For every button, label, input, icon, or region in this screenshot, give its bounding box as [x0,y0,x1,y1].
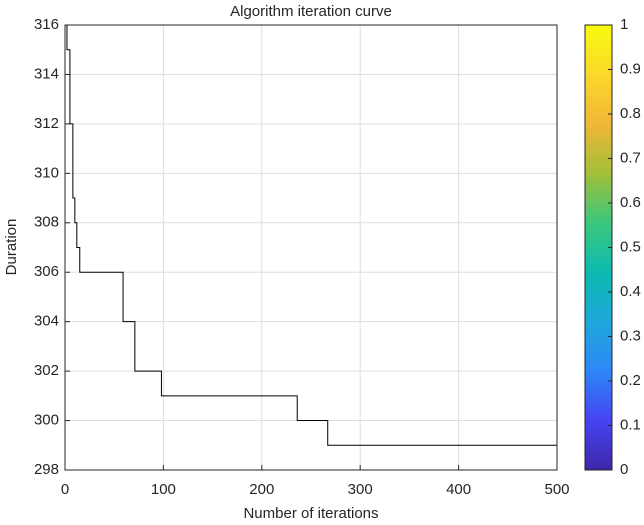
colorbar-tick-label: 0.8 [620,105,641,122]
y-tick-label: 298 [34,461,59,478]
colorbar-tick-label: 0.7 [620,149,641,166]
y-tick-label: 312 [34,115,59,132]
x-tick-label: 200 [249,481,274,498]
colorbar [584,24,613,471]
x-tick-label: 300 [348,481,373,498]
colorbar-tick-label: 0.9 [620,60,641,77]
colorbar-tick-label: 1 [620,16,628,33]
colorbar-tick-label: 0.4 [620,283,641,300]
x-tick-label: 500 [544,481,569,498]
x-tick-label: 400 [446,481,471,498]
x-tick-label: 0 [61,481,69,498]
axes-box [64,24,558,471]
colorbar-tick-label: 0.2 [620,372,641,389]
colorbar-tick-label: 0.3 [620,327,641,344]
colorbar-tick-label: 0.5 [620,238,641,255]
y-tick-label: 314 [34,65,59,82]
y-tick-label: 306 [34,263,59,280]
colorbar-tick-label: 0 [620,461,628,478]
colorbar-tick-label: 0.6 [620,194,641,211]
y-tick-label: 316 [34,16,59,33]
y-axis-label: Duration [3,219,20,276]
data-line [65,24,557,446]
y-tick-label: 308 [34,214,59,231]
y-tick-label: 300 [34,412,59,429]
y-tick-label: 302 [34,362,59,379]
y-tick-label: 310 [34,164,59,181]
chart-title: Algorithm iteration curve [230,3,392,20]
x-tick-label: 100 [151,481,176,498]
plot-area [65,25,557,470]
y-tick-label: 304 [34,313,59,330]
x-axis-label: Number of iterations [243,505,378,522]
colorbar-tick-label: 0.1 [620,416,641,433]
